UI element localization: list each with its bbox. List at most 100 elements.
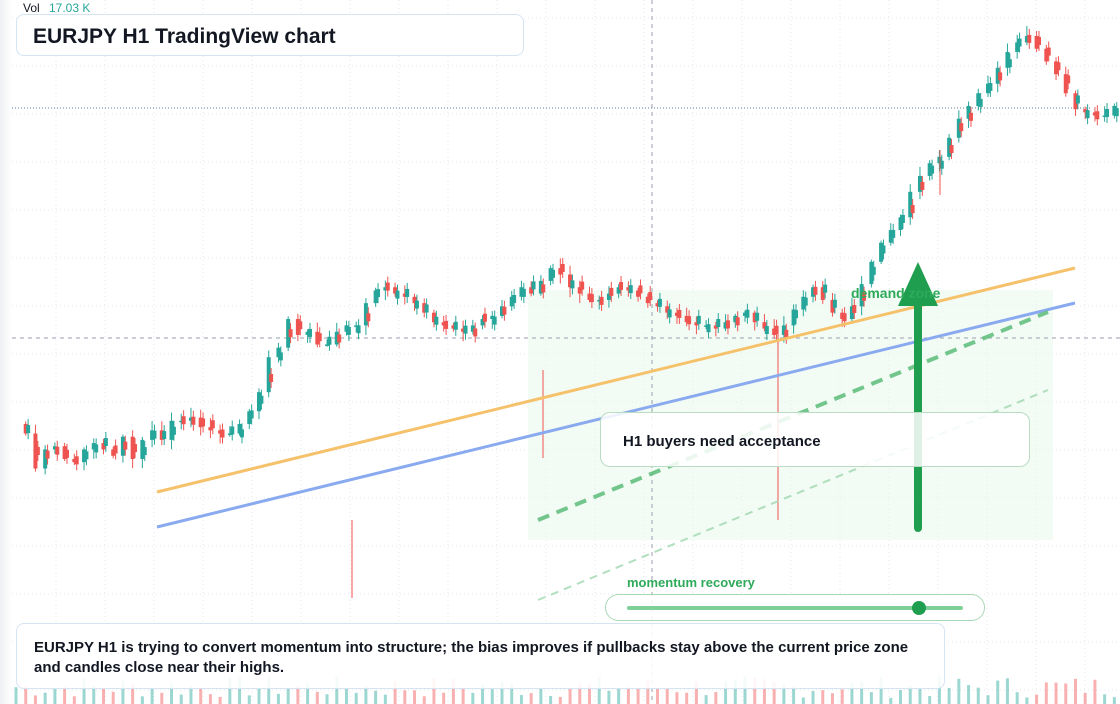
candle-body <box>142 447 147 456</box>
candle-body <box>395 290 400 299</box>
volume-bar <box>403 690 407 704</box>
candle-body <box>597 299 602 302</box>
candle-body <box>120 436 125 456</box>
candle-body <box>820 287 825 300</box>
candle-body <box>869 261 874 285</box>
candle-body <box>257 392 261 412</box>
candle-body <box>500 306 504 316</box>
momentum-slider[interactable] <box>605 594 985 621</box>
candle-body <box>609 287 614 296</box>
volume-bar <box>160 692 164 704</box>
candle-body <box>939 160 944 169</box>
candle-body <box>791 309 796 326</box>
candle-body <box>492 316 497 325</box>
volume-bar <box>267 676 271 704</box>
volume-bar <box>519 695 523 704</box>
candle-body <box>849 306 854 320</box>
candle-body <box>230 426 235 435</box>
volume-bar <box>1103 694 1107 704</box>
volume-bar <box>238 676 242 704</box>
volume-bar <box>1044 682 1048 704</box>
candle-body <box>551 269 555 278</box>
candle-body <box>113 445 118 454</box>
candle-body <box>655 303 660 307</box>
candle-body <box>62 446 67 459</box>
candle-body <box>52 446 57 450</box>
candle-body <box>762 322 767 329</box>
volume-bar <box>276 693 280 704</box>
volume-bar <box>1093 679 1097 704</box>
candle-body <box>966 105 971 119</box>
volume-bar <box>72 696 76 704</box>
volume-label: Vol <box>23 1 40 15</box>
candle-body <box>927 163 932 176</box>
volume-bar <box>1054 682 1058 704</box>
candle-body <box>247 411 252 424</box>
chart-title-box: EURJPY H1 TradingView chart <box>16 14 524 56</box>
candle-body <box>976 93 981 106</box>
volume-bar <box>111 691 115 704</box>
candle-body <box>570 280 575 289</box>
volume-bar <box>986 695 990 704</box>
candle-body <box>220 429 225 438</box>
candle-body <box>366 313 371 322</box>
candle-body <box>266 357 271 393</box>
candle-body <box>606 293 611 300</box>
candle-body <box>521 288 526 297</box>
volume-bar <box>753 677 757 704</box>
candle-body <box>645 296 650 304</box>
volume-bar <box>374 690 378 704</box>
candle-body <box>723 322 728 329</box>
volume-bar <box>694 681 698 704</box>
candle-body <box>920 181 925 190</box>
candle-body <box>764 326 769 335</box>
volume-bar <box>996 680 1000 704</box>
candle-body <box>704 325 709 327</box>
candle-body <box>840 312 845 320</box>
volume-bar <box>451 678 455 704</box>
candle-body <box>881 245 886 254</box>
candle-body <box>1083 109 1088 113</box>
candle-body <box>735 317 740 326</box>
candle-body <box>558 268 563 275</box>
candle-body <box>315 331 320 345</box>
momentum-slider-thumb[interactable] <box>912 601 927 615</box>
candle-body <box>1112 105 1117 116</box>
momentum-label: momentum recovery <box>627 575 755 590</box>
candle-body <box>823 284 828 293</box>
candle-body <box>422 303 427 313</box>
volume-bar <box>228 677 232 704</box>
volume-bar <box>617 688 621 704</box>
dashed-green-line <box>537 310 1049 522</box>
volume-bar <box>33 695 37 704</box>
candle-body <box>548 268 553 281</box>
candle-body <box>43 449 48 469</box>
candle-body <box>133 444 138 453</box>
momentum-slider-track <box>627 606 963 610</box>
volume-bar <box>626 687 630 704</box>
volume-bar <box>63 686 67 704</box>
summary-text: EURJPY H1 is trying to convert momentum … <box>34 639 909 676</box>
candle-body <box>947 137 952 157</box>
volume-bar <box>811 690 815 704</box>
candle-body <box>55 446 60 455</box>
candle-body <box>636 290 641 297</box>
price-scale-edge <box>0 0 12 704</box>
candle-body <box>111 449 116 456</box>
candle-body <box>208 427 213 431</box>
volume-bar <box>140 696 144 704</box>
candle-body <box>35 446 40 455</box>
candle-body <box>917 175 922 192</box>
candle-body <box>441 322 446 326</box>
candle-body <box>871 266 876 275</box>
candle-body <box>444 320 449 329</box>
candle-body <box>1046 47 1051 56</box>
chart-title: EURJPY H1 TradingView chart <box>33 25 336 48</box>
candle-body <box>930 165 935 174</box>
volume-bar <box>869 692 873 704</box>
candle-body <box>577 287 582 294</box>
candle-body <box>463 325 468 334</box>
volume-bar <box>714 692 718 704</box>
volume-bar <box>976 687 980 704</box>
candle-body <box>519 287 524 297</box>
